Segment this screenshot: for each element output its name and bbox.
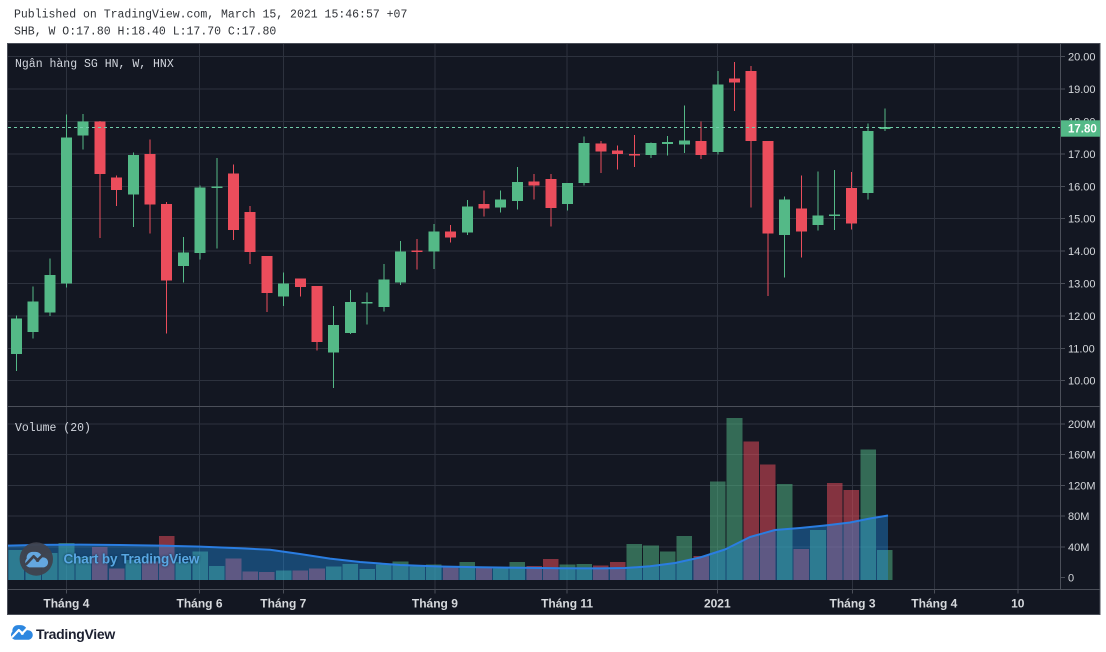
svg-text:0: 0: [1068, 573, 1074, 585]
svg-text:Tháng 4: Tháng 4: [911, 597, 957, 611]
svg-text:Tháng 6: Tháng 6: [176, 597, 222, 611]
svg-text:14.00: 14.00: [1068, 246, 1096, 258]
svg-text:Tháng 7: Tháng 7: [260, 597, 306, 611]
svg-text:Tháng 3: Tháng 3: [829, 597, 875, 611]
svg-text:200M: 200M: [1068, 419, 1096, 431]
svg-text:12.00: 12.00: [1068, 311, 1096, 323]
svg-text:17.00: 17.00: [1068, 149, 1096, 161]
svg-text:40M: 40M: [1068, 542, 1089, 554]
svg-text:2021: 2021: [704, 597, 731, 611]
svg-text:10: 10: [1011, 597, 1025, 611]
svg-text:Chart by TradingView: Chart by TradingView: [64, 552, 200, 567]
svg-text:SHB, W O:17.80 H:18.40 L:17.70: SHB, W O:17.80 H:18.40 L:17.70 C:17.80: [14, 26, 276, 39]
svg-text:Tháng 9: Tháng 9: [412, 597, 458, 611]
svg-text:Volume (20): Volume (20): [15, 422, 91, 435]
svg-text:20.00: 20.00: [1068, 52, 1096, 64]
svg-text:15.00: 15.00: [1068, 214, 1096, 226]
svg-text:Tháng 11: Tháng 11: [541, 597, 593, 611]
svg-text:16.00: 16.00: [1068, 181, 1096, 193]
svg-text:19.00: 19.00: [1068, 84, 1096, 96]
svg-text:TradingView: TradingView: [36, 626, 115, 642]
svg-text:Tháng 4: Tháng 4: [43, 597, 89, 611]
svg-text:80M: 80M: [1068, 511, 1089, 523]
svg-text:11.00: 11.00: [1068, 343, 1095, 355]
svg-text:160M: 160M: [1068, 450, 1096, 462]
svg-text:10.00: 10.00: [1068, 376, 1096, 388]
svg-text:120M: 120M: [1068, 480, 1096, 492]
svg-text:Published on TradingView.com,: Published on TradingView.com, March 15, …: [14, 9, 407, 22]
svg-text:Ngân hàng SG HN, W, HNX: Ngân hàng SG HN, W, HNX: [15, 58, 174, 71]
svg-text:17.80: 17.80: [1068, 124, 1097, 136]
svg-text:Chart by TradingView: Chart by TradingView: [64, 552, 200, 567]
svg-text:13.00: 13.00: [1068, 279, 1096, 291]
